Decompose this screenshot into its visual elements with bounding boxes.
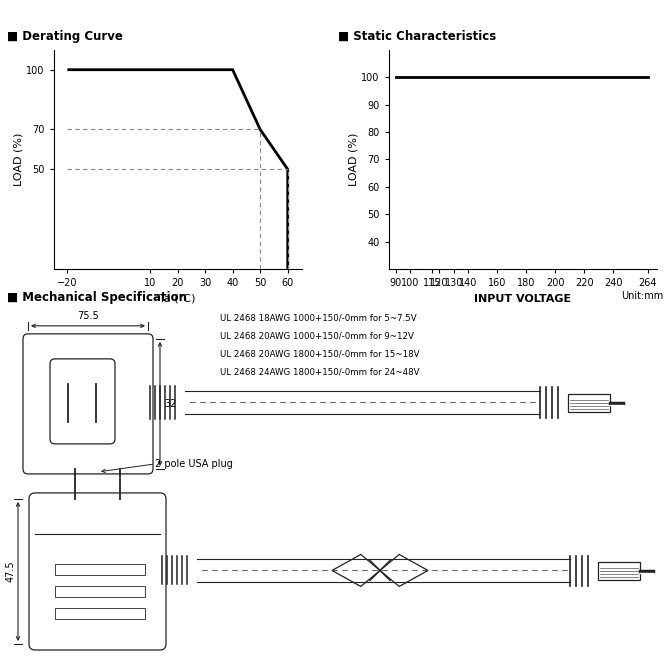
Y-axis label: LOAD (%): LOAD (%): [13, 133, 23, 186]
Text: Unit:mm: Unit:mm: [621, 291, 663, 301]
Text: 32: 32: [164, 399, 176, 409]
Text: ■ Derating Curve: ■ Derating Curve: [7, 30, 123, 43]
Text: UL 2468 24AWG 1800+150/-0mm for 24~48V: UL 2468 24AWG 1800+150/-0mm for 24~48V: [220, 368, 419, 377]
Bar: [568, 394, 610, 412]
FancyBboxPatch shape: [29, 493, 166, 650]
X-axis label: Ta (℃): Ta (℃): [159, 293, 196, 303]
Bar: [55, 564, 145, 575]
Text: 47.5: 47.5: [6, 560, 16, 582]
Text: UL 2468 20AWG 1000+150/-0mm for 9~12V: UL 2468 20AWG 1000+150/-0mm for 9~12V: [220, 332, 414, 341]
Text: UL 2468 20AWG 1800+150/-0mm for 15~18V: UL 2468 20AWG 1800+150/-0mm for 15~18V: [220, 350, 419, 359]
Polygon shape: [380, 554, 428, 586]
Text: UL 2468 18AWG 1000+150/-0mm for 5~7.5V: UL 2468 18AWG 1000+150/-0mm for 5~7.5V: [220, 314, 417, 323]
Text: 2 pole USA plug: 2 pole USA plug: [155, 459, 233, 469]
Bar: [55, 586, 145, 597]
Bar: [55, 608, 145, 619]
FancyBboxPatch shape: [23, 334, 153, 474]
X-axis label: INPUT VOLTAGE: INPUT VOLTAGE: [474, 293, 571, 303]
Text: ■ Mechanical Specification: ■ Mechanical Specification: [7, 291, 187, 304]
Y-axis label: LOAD (%): LOAD (%): [348, 133, 358, 186]
Text: 75.5: 75.5: [77, 311, 99, 321]
Bar: [598, 562, 640, 580]
FancyBboxPatch shape: [50, 359, 115, 444]
Text: ■ Static Characteristics: ■ Static Characteristics: [338, 30, 496, 43]
Polygon shape: [332, 554, 380, 586]
